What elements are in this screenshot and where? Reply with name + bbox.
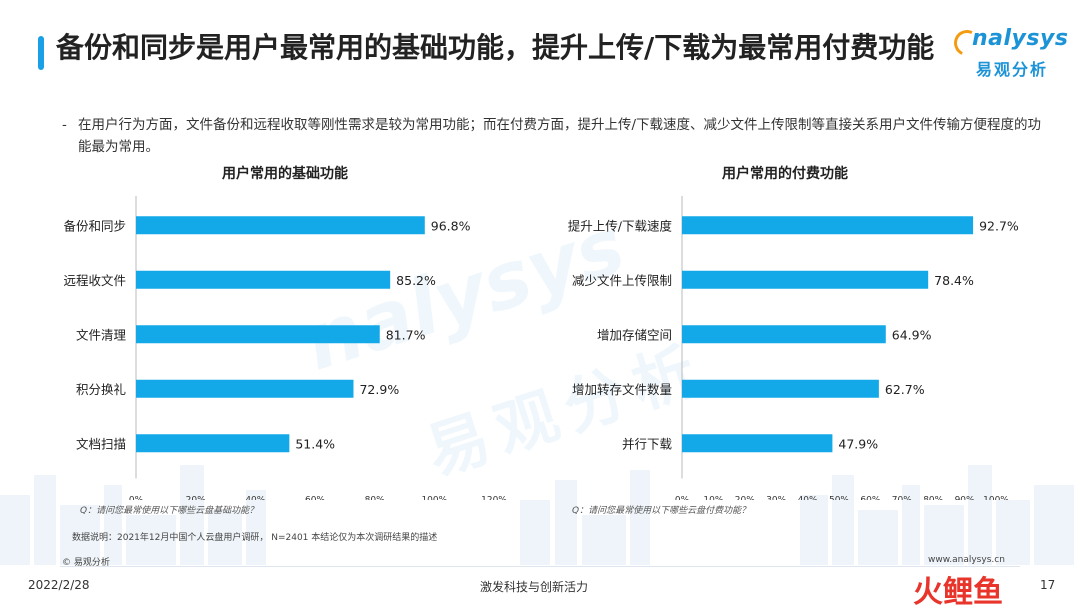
category-label: 提升上传/下载速度	[568, 218, 673, 233]
x-tick-label: 0%	[129, 496, 144, 501]
x-tick-label: 40%	[245, 496, 265, 501]
data-label: 62.7%	[885, 382, 925, 397]
x-tick-label: 10%	[703, 496, 723, 501]
data-label: 96.8%	[431, 218, 471, 233]
data-label: 81.7%	[386, 327, 426, 342]
data-label: 85.2%	[396, 273, 436, 288]
bar	[136, 325, 380, 344]
chart-basic-functions: 用户常用的基础功能备份和同步 96.8% 远程收文件 85.2% 文件清理 81.7% 积分…	[40, 160, 520, 500]
huoliyu-stamp-logo: 火鲤鱼	[913, 575, 1003, 608]
data-label: 72.9%	[359, 382, 399, 397]
x-tick-label: 50%	[829, 496, 849, 501]
chart-title: 用户常用的基础功能	[222, 165, 348, 182]
data-source-note: 数据说明：2021年12月中国个人云盘用户调研， N=2401 本结论仅为本次调…	[72, 533, 438, 543]
copyright: © 易观分析	[62, 558, 110, 568]
data-label: 51.4%	[295, 436, 335, 451]
data-label: 78.4%	[934, 273, 974, 288]
data-label: 92.7%	[979, 218, 1019, 233]
category-label: 减少文件上传限制	[572, 273, 672, 288]
category-label: 增加转存文件数量	[572, 382, 672, 397]
category-label: 文件清理	[76, 327, 127, 342]
x-tick-label: 60%	[305, 496, 325, 501]
footer-divider	[60, 566, 1020, 567]
data-label: 47.9%	[838, 436, 878, 451]
x-tick-label: 80%	[923, 496, 943, 501]
data-label: 64.9%	[892, 327, 932, 342]
city-skyline-background	[0, 465, 1074, 565]
page-subtitle: - 在用户行为方面，文件备份和远程收取等刚性需求是较为常用功能；而在付费方面，提…	[62, 114, 1052, 158]
title-accent-bar	[38, 36, 44, 70]
bar	[682, 216, 974, 235]
logo-word: nalysys	[972, 26, 1069, 51]
bar	[136, 216, 425, 235]
chart-title: 用户常用的付费功能	[722, 165, 848, 182]
bar	[136, 379, 354, 398]
x-tick-label: 70%	[892, 496, 912, 501]
x-tick-label: 0%	[675, 496, 690, 501]
subtitle-dash: -	[62, 117, 67, 133]
x-tick-label: 120%	[481, 496, 507, 501]
question-note-paid: Q：请问您最常使用以下哪些云盘付费功能？	[572, 506, 751, 516]
footer-date: 2022/2/28	[28, 578, 90, 592]
bar	[136, 434, 290, 453]
page-title: 备份和同步是用户最常用的基础功能，提升上传/下载为最常用付费功能	[56, 31, 935, 64]
chart-paid-functions: 用户常用的付费功能提升上传/下载速度 92.7% 减少文件上传限制 78.4% 增加存储…	[540, 160, 1040, 500]
x-tick-label: 40%	[798, 496, 818, 501]
logo-sub: 易观分析	[976, 60, 1049, 79]
x-tick-label: 60%	[860, 496, 880, 501]
bar	[136, 270, 391, 289]
bar	[682, 325, 886, 344]
page-number: 17	[1040, 578, 1056, 592]
x-tick-label: 100%	[983, 496, 1009, 501]
category-label: 并行下载	[622, 436, 673, 451]
question-note-basic: Q：请问您最常使用以下哪些云盘基础功能？	[80, 506, 259, 516]
x-tick-label: 90%	[955, 496, 975, 501]
category-label: 增加存储空间	[597, 327, 672, 342]
x-tick-label: 20%	[735, 496, 755, 501]
x-tick-label: 30%	[766, 496, 786, 501]
category-label: 积分换礼	[76, 382, 126, 397]
x-tick-label: 80%	[365, 496, 385, 501]
bar	[682, 434, 833, 453]
footer-slogan: 激发科技与创新活力	[480, 580, 589, 594]
bar	[682, 270, 929, 289]
website: www.analysys.cn	[928, 555, 1005, 565]
subtitle-text: 在用户行为方面，文件备份和远程收取等刚性需求是较为常用功能；而在付费方面，提升上…	[78, 117, 1042, 155]
analysys-logo: nalysys 易观分析	[950, 26, 1068, 86]
category-label: 备份和同步	[63, 218, 126, 233]
stamp-text: 火鲤鱼	[913, 575, 1003, 608]
category-label: 文档扫描	[76, 436, 126, 451]
bar	[682, 379, 879, 398]
category-label: 远程收文件	[63, 273, 126, 288]
x-tick-label: 100%	[421, 496, 447, 501]
x-tick-label: 20%	[186, 496, 206, 501]
